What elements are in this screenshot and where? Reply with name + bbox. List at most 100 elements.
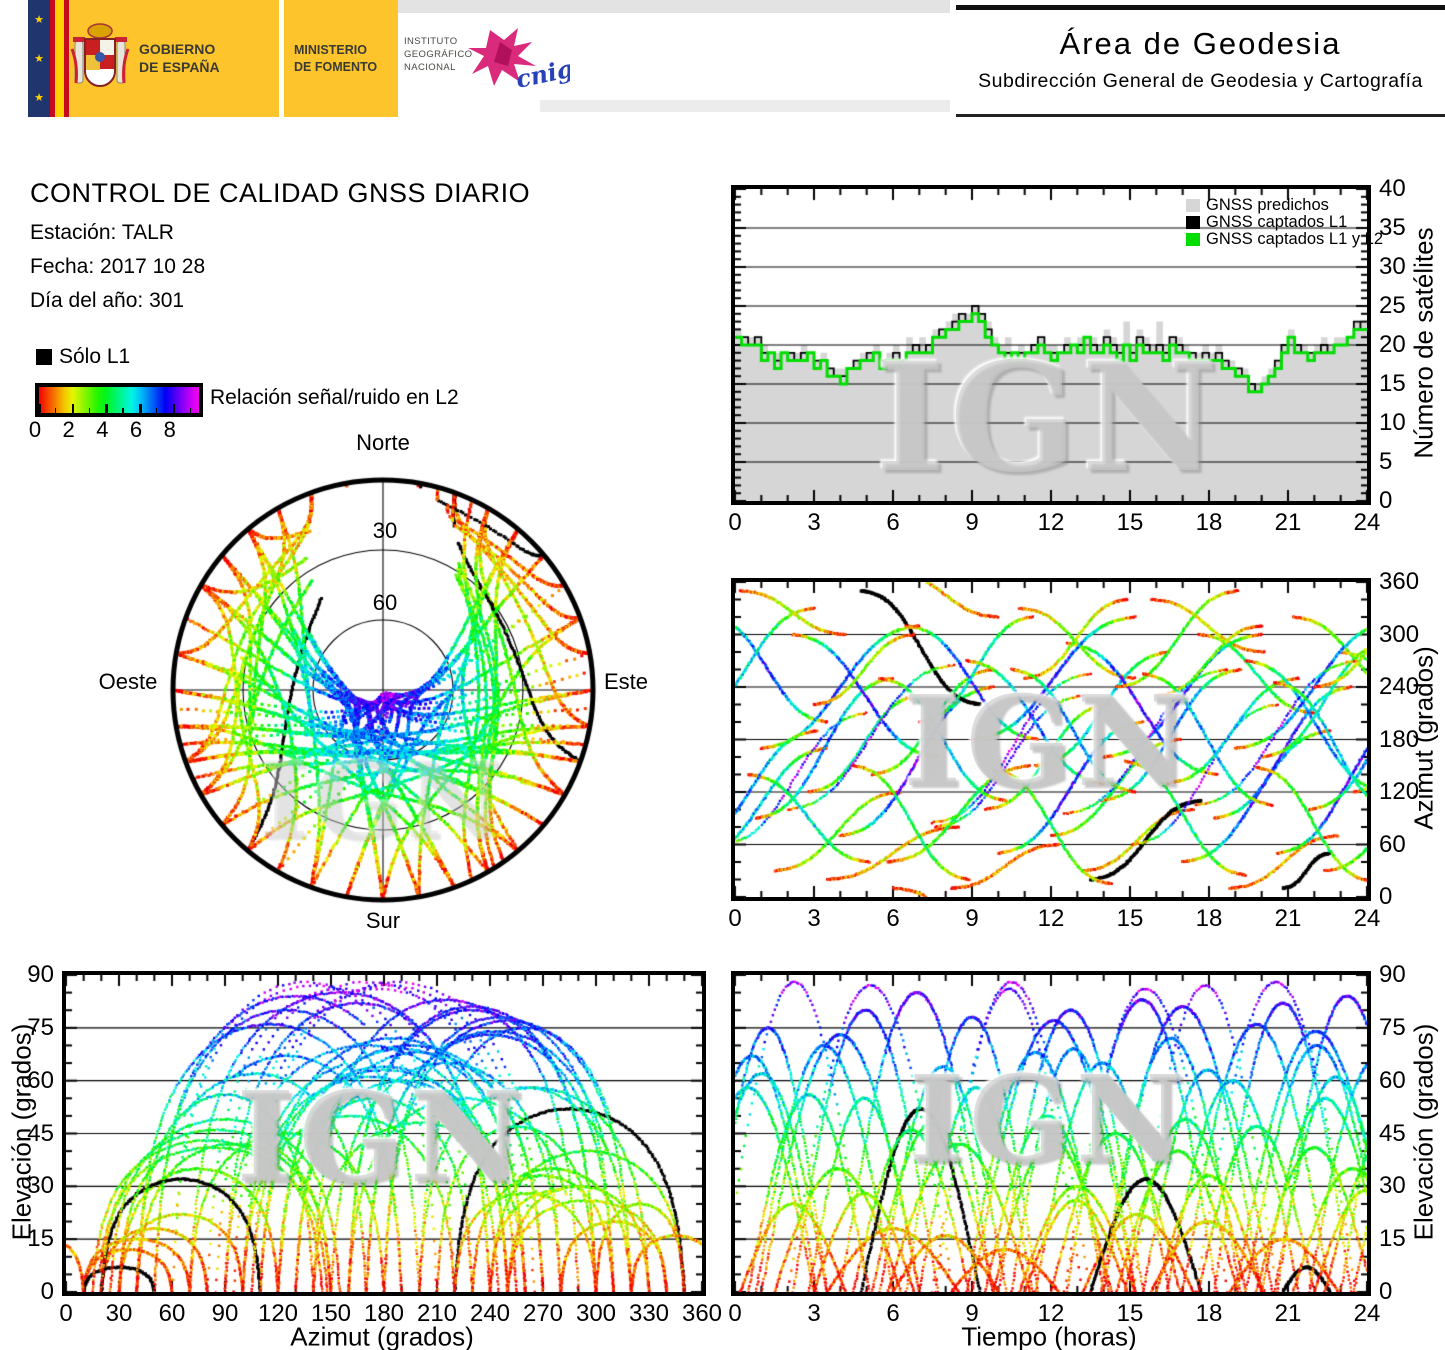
colorbar-tick xyxy=(155,408,158,413)
y-tick-label: 5 xyxy=(1379,448,1393,475)
elevation-azimuth-chart xyxy=(62,971,706,1296)
elevation-time-chart xyxy=(731,971,1371,1296)
y-tick-label: 60 xyxy=(1379,830,1406,858)
y-tick-label: 60 xyxy=(27,1066,54,1094)
x-tick-label: 0 xyxy=(728,509,742,536)
x-tick-label: 15 xyxy=(1116,1300,1144,1327)
instituto-line2: GEOGRÁFICO xyxy=(404,48,473,60)
elev-time-xlabel: Tiempo (horas) xyxy=(961,1321,1137,1350)
colorbar-tick xyxy=(139,404,142,413)
skyplot-west-label: Oeste xyxy=(98,669,158,694)
colorbar-tick xyxy=(122,408,124,413)
x-tick-label: 210 xyxy=(416,1300,458,1327)
colorbar-label: Relación señal/ruido en L2 xyxy=(210,386,459,409)
y-tick-label: 10 xyxy=(1379,409,1406,436)
area-title: Área de Geodesia xyxy=(1059,26,1342,61)
x-tick-label: 12 xyxy=(1037,1300,1065,1327)
header-gray-bar xyxy=(398,0,950,13)
elev-az-xlabel: Azimut (grados) xyxy=(290,1321,474,1350)
colorbar-tick-label: 0 xyxy=(28,417,42,442)
x-tick-label: 300 xyxy=(575,1300,617,1327)
x-tick-label: 21 xyxy=(1274,1300,1302,1327)
colorbar-tick xyxy=(172,404,176,413)
x-tick-label: 270 xyxy=(522,1300,564,1327)
star-icon: ★ xyxy=(34,14,44,26)
colorbar-tick xyxy=(189,408,192,413)
ministerio-line1: MINISTERIO xyxy=(294,43,367,58)
x-tick-label: 12 xyxy=(1037,509,1065,536)
gobierno-line1: GOBIERNO xyxy=(139,41,216,57)
x-tick-label: 180 xyxy=(363,1300,405,1327)
spain-flag-red-band xyxy=(64,0,69,117)
instituto-geografico-block: INSTITUTO GEOGRÁFICO NACIONAL cnig xyxy=(398,0,576,117)
gobierno-line2: DE ESPAÑA xyxy=(139,58,220,75)
x-tick-label: 90 xyxy=(211,1300,239,1327)
x-tick-label: 24 xyxy=(1353,905,1381,932)
sat-count-canvas xyxy=(735,189,1367,501)
x-tick-label: 150 xyxy=(310,1300,352,1327)
header-gray-bar-2 xyxy=(540,100,950,112)
eu-flag-icon: ★ ★ ★ xyxy=(28,0,50,117)
y-tick-label: 45 xyxy=(1379,1119,1406,1147)
sat-count-chart xyxy=(731,185,1371,505)
y-tick-label: 0 xyxy=(1379,487,1393,514)
snr-colorbar xyxy=(35,383,203,417)
instituto-line1: INSTITUTO xyxy=(404,36,458,47)
x-tick-label: 18 xyxy=(1195,905,1223,932)
skyplot-east-label: Este xyxy=(603,669,649,694)
x-tick-label: 6 xyxy=(886,905,900,932)
skyplot-ring60-label: 60 xyxy=(372,590,398,615)
x-tick-label: 360 xyxy=(681,1300,723,1327)
y-tick-label: 300 xyxy=(1379,620,1420,648)
legend-row: GNSS captados L1 y L2 xyxy=(1186,230,1383,248)
x-tick-label: 0 xyxy=(59,1300,73,1327)
skyplot-south-label: Sur xyxy=(365,908,401,933)
x-tick-label: 60 xyxy=(158,1300,186,1327)
x-tick-label: 18 xyxy=(1195,1300,1223,1327)
y-tick-label: 35 xyxy=(1379,214,1406,241)
elev-time-ylabel: Elevación (grados) xyxy=(1408,1023,1439,1241)
x-tick-label: 0 xyxy=(728,1300,742,1327)
x-tick-label: 9 xyxy=(965,905,979,932)
y-tick-label: 25 xyxy=(1379,292,1406,319)
y-tick-label: 15 xyxy=(27,1225,54,1253)
predichos-label: GNSS predichos xyxy=(1206,195,1329,214)
y-tick-label: 30 xyxy=(1379,1172,1406,1200)
x-tick-label: 3 xyxy=(807,1300,821,1327)
x-tick-label: 15 xyxy=(1116,509,1144,536)
elevation-azimuth-canvas xyxy=(66,975,702,1292)
x-tick-label: 12 xyxy=(1037,905,1065,932)
date-line: Fecha: 2017 10 28 xyxy=(30,255,206,278)
elevation-time-canvas xyxy=(735,975,1367,1292)
y-tick-label: 90 xyxy=(27,961,54,988)
government-logo-strip: ★ ★ ★ GOBIERNO xyxy=(28,0,576,117)
doy-line: Día del año: 301 xyxy=(30,289,185,312)
black-square-icon xyxy=(36,349,52,365)
y-tick-label: 0 xyxy=(1379,883,1393,910)
y-tick-label: 180 xyxy=(1379,725,1420,753)
star-icon: ★ xyxy=(34,53,44,65)
area-geodesia-box: Área de Geodesia Subdirección General de… xyxy=(956,5,1445,117)
colorbar-tick-label: 6 xyxy=(129,417,143,442)
skyplot-ring30-label: 30 xyxy=(372,518,398,543)
x-tick-label: 15 xyxy=(1116,905,1144,932)
x-tick-label: 24 xyxy=(1353,509,1381,536)
y-tick-label: 30 xyxy=(1379,253,1406,280)
y-tick-label: 120 xyxy=(1379,778,1420,805)
y-tick-label: 20 xyxy=(1379,331,1406,358)
y-tick-label: 0 xyxy=(1379,1278,1393,1305)
x-tick-label: 240 xyxy=(469,1300,511,1327)
x-tick-label: 24 xyxy=(1353,1300,1381,1327)
x-tick-label: 3 xyxy=(807,905,821,932)
x-tick-label: 21 xyxy=(1274,905,1302,932)
x-tick-label: 18 xyxy=(1195,509,1223,536)
sat-count-legend: GNSS predichos GNSS captados L1 GNSS cap… xyxy=(1186,195,1383,248)
solo-l1-legend: Sólo L1 xyxy=(36,345,130,369)
y-tick-label: 90 xyxy=(1379,961,1406,988)
spain-flag-yellow-band xyxy=(55,0,64,117)
x-tick-label: 120 xyxy=(257,1300,299,1327)
star-icon: ★ xyxy=(34,92,44,104)
spain-flag-red-band xyxy=(50,0,55,117)
x-tick-label: 30 xyxy=(105,1300,133,1327)
